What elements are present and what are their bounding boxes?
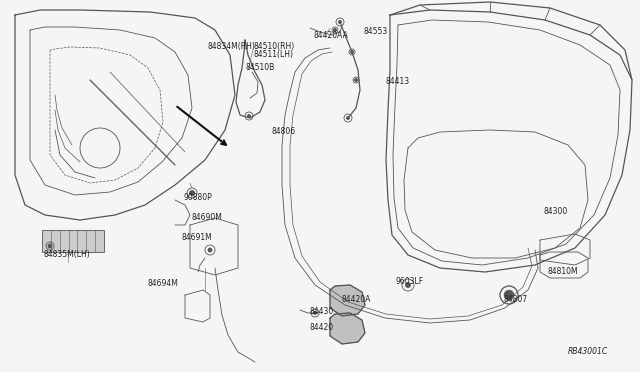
Circle shape [339,20,342,23]
Text: 84511(LH): 84511(LH) [253,51,293,60]
Text: 84510B: 84510B [246,64,275,73]
Text: 9603LF: 9603LF [396,276,424,285]
Text: 84691M: 84691M [181,234,212,243]
Text: 84420A: 84420A [341,295,371,305]
Text: 84835M(LH): 84835M(LH) [43,250,90,260]
Circle shape [406,282,410,288]
Text: 84300: 84300 [543,208,567,217]
Polygon shape [330,285,365,316]
Text: 84806: 84806 [271,126,295,135]
Polygon shape [330,313,365,344]
Text: 84430: 84430 [309,307,333,315]
Circle shape [351,51,353,54]
Text: 84690M: 84690M [192,212,223,221]
Circle shape [208,248,212,252]
Text: 90880P: 90880P [183,192,212,202]
FancyBboxPatch shape [42,230,104,252]
Circle shape [48,244,52,248]
Text: 84510(RH): 84510(RH) [253,42,294,51]
Circle shape [355,78,358,81]
Text: 84413: 84413 [385,77,409,87]
Text: 84420AA: 84420AA [313,32,348,41]
Text: 84553: 84553 [363,28,387,36]
Text: 84810M: 84810M [547,267,578,276]
Circle shape [314,311,317,314]
Circle shape [333,29,337,32]
Text: RB43001C: RB43001C [568,347,608,356]
Text: 84807: 84807 [504,295,528,304]
Circle shape [189,190,195,196]
Circle shape [504,290,514,300]
Text: 84420: 84420 [309,323,333,331]
Circle shape [248,115,250,118]
Circle shape [506,292,512,298]
Circle shape [346,116,349,119]
Text: 84834M(RH): 84834M(RH) [207,42,255,51]
Text: 84694M: 84694M [148,279,179,288]
